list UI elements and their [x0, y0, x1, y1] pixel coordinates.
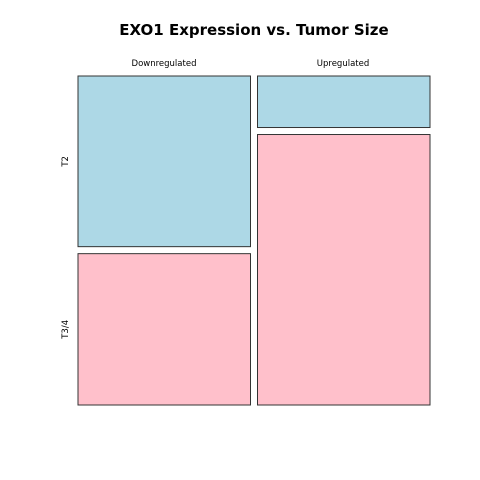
tile-upregulated-t2 — [257, 75, 431, 129]
column-label-downregulated: Downregulated — [132, 59, 197, 69]
tile-downregulated-t2 — [77, 75, 251, 248]
chart-title: EXO1 Expression vs. Tumor Size — [119, 21, 388, 39]
row-label-t2: T2 — [61, 156, 71, 168]
row-label-t3-4: T3/4 — [61, 320, 71, 340]
tile-downregulated-t3-4 — [77, 253, 251, 406]
column-label-upregulated: Upregulated — [317, 59, 369, 69]
tile-upregulated-t3-4 — [257, 134, 431, 406]
